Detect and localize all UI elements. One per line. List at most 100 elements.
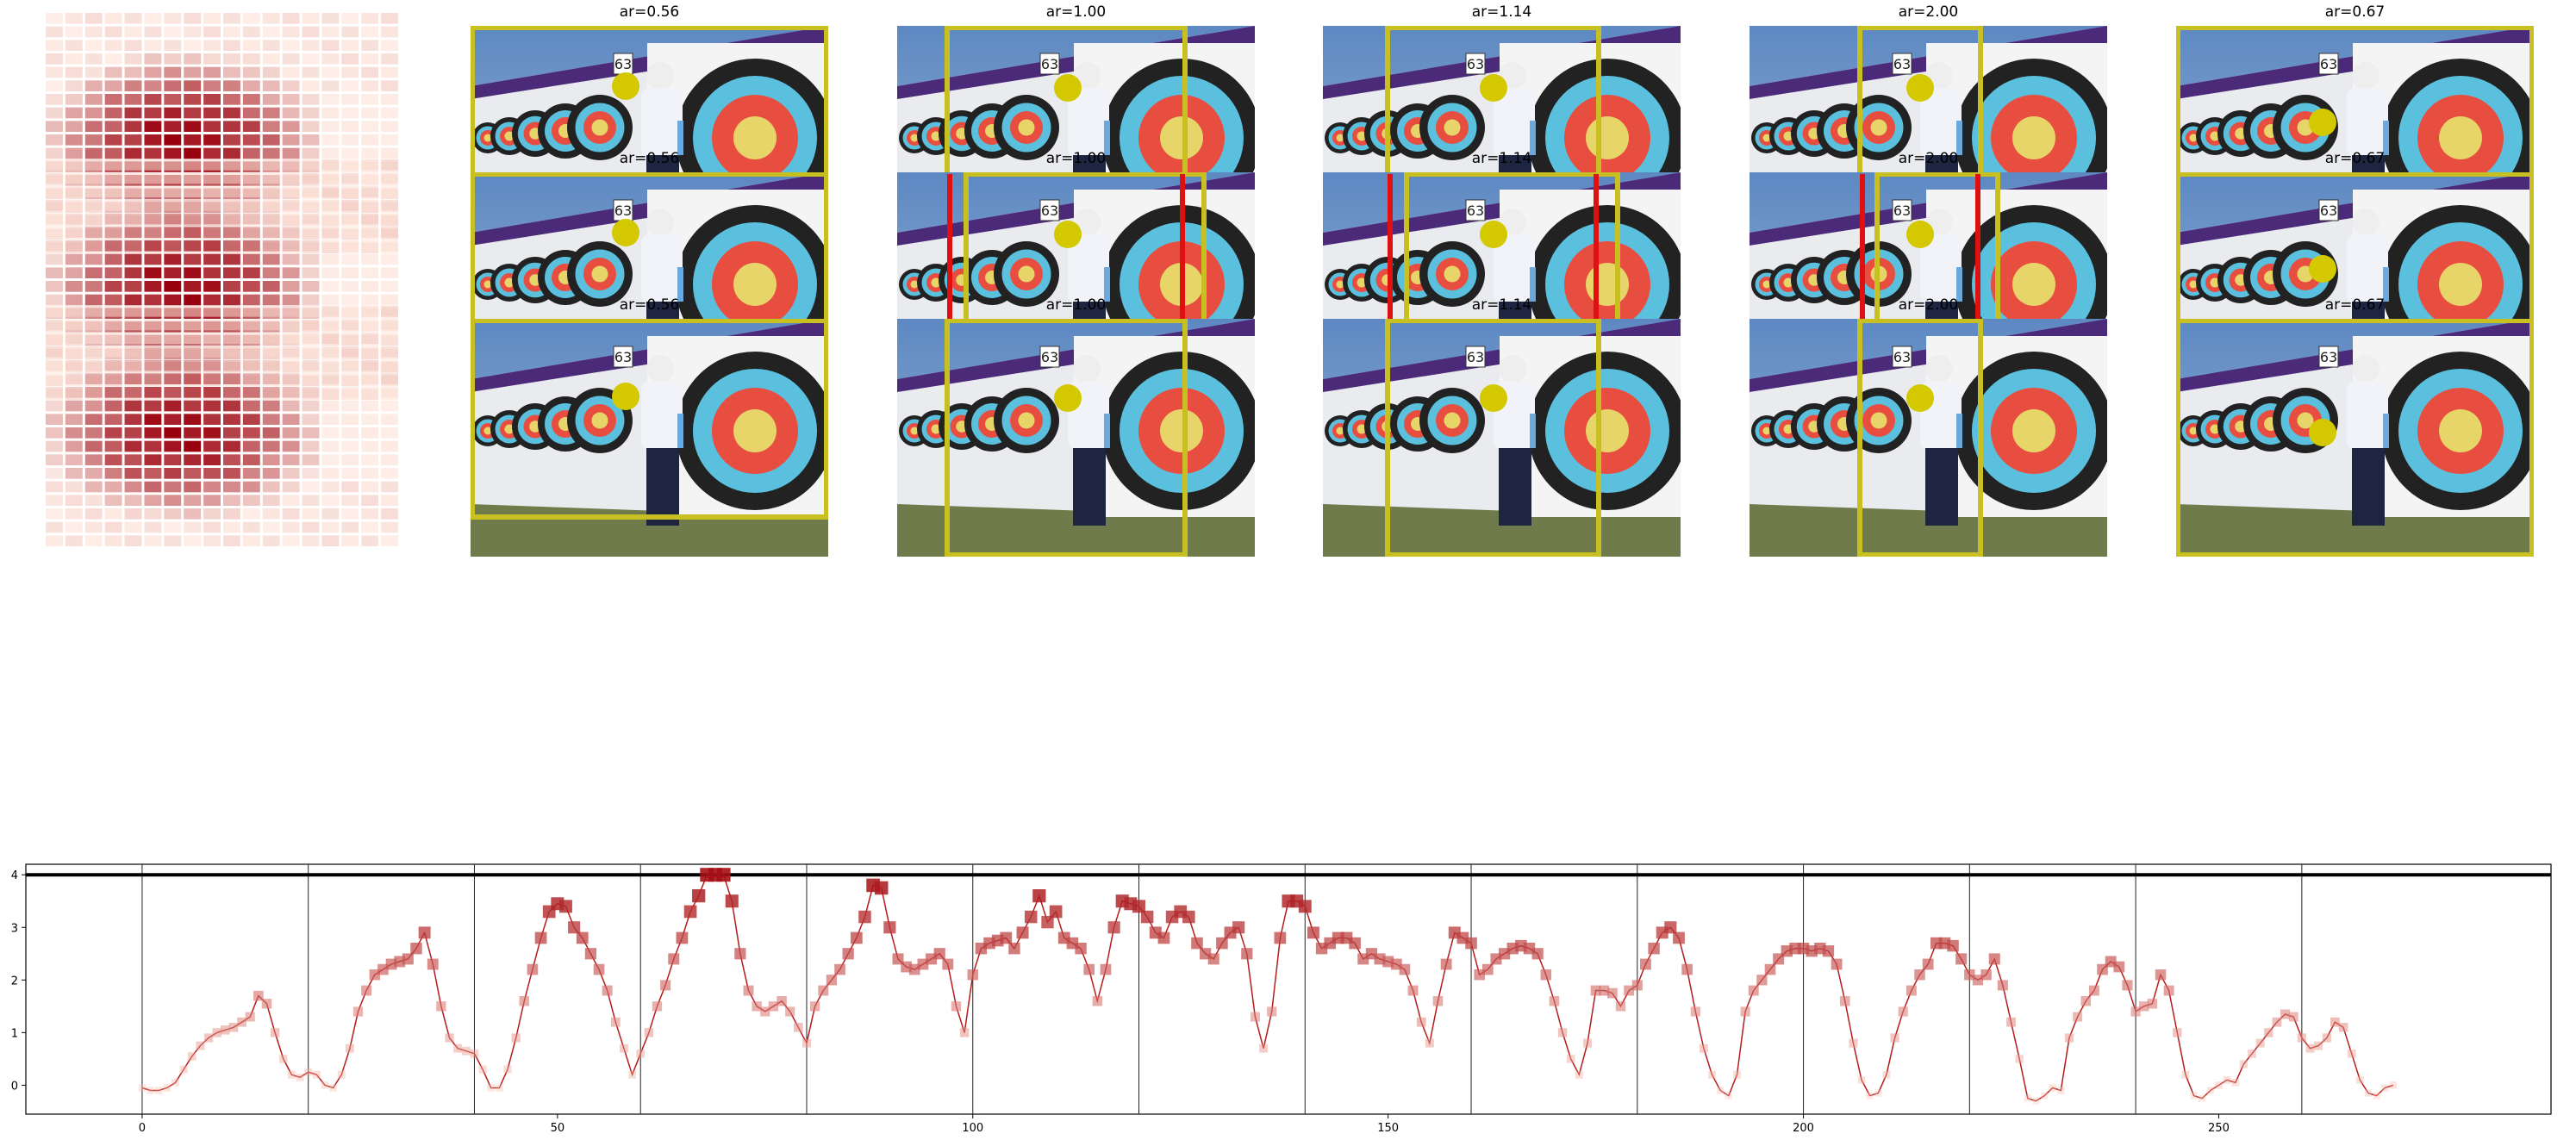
data-point [942, 958, 954, 970]
data-point [2113, 961, 2125, 973]
data-point [1241, 948, 1253, 960]
x-tick-label: 200 [1793, 1122, 1814, 1135]
data-point [1582, 1038, 1592, 1048]
data-point [1083, 963, 1095, 975]
data-point [1298, 900, 1312, 913]
data-point [1557, 1028, 1568, 1037]
data-point [511, 1033, 521, 1043]
data-point [1024, 910, 1038, 924]
data-point [568, 921, 581, 934]
data-point [2105, 956, 2117, 968]
data-point [2040, 1092, 2049, 1100]
data-point [785, 1006, 795, 1017]
data-point [908, 963, 920, 975]
data-point [2355, 1075, 2364, 1084]
data-point [2330, 1017, 2340, 1027]
target-number: 63 [2320, 202, 2337, 219]
data-point [203, 1033, 214, 1043]
data-point [734, 948, 746, 960]
series-line [141, 874, 2394, 1102]
data-point [959, 1028, 970, 1037]
data-point [1267, 1006, 1277, 1017]
data-point [874, 881, 889, 895]
data-point [1416, 1017, 1426, 1027]
target-number: 63 [614, 202, 632, 219]
crop-box [471, 319, 828, 520]
data-point [2024, 1094, 2031, 1102]
target-number: 63 [1467, 56, 1484, 72]
x-tick-label: 100 [962, 1122, 983, 1135]
panel-title: ar=0.67 [2324, 3, 2386, 21]
data-point [1100, 963, 1112, 975]
data-point [743, 985, 754, 996]
data-point [826, 975, 838, 986]
data-point [2073, 1012, 2083, 1022]
data-point [593, 963, 605, 975]
data-point [2338, 1022, 2348, 1032]
data-point [345, 1043, 354, 1053]
data-point [2223, 1075, 2231, 1084]
data-point [418, 926, 431, 939]
data-point [1041, 915, 1054, 929]
data-point [2139, 1001, 2149, 1012]
data-point [410, 942, 422, 955]
data-point [2049, 1084, 2056, 1092]
data-point [2255, 1038, 2265, 1048]
data-point [1615, 1001, 1626, 1012]
data-point [445, 1033, 454, 1043]
data-point [2288, 1012, 2298, 1022]
data-point [676, 931, 689, 944]
data-point [1182, 910, 1195, 924]
data-point [2215, 1081, 2223, 1089]
data-point [1708, 1070, 1717, 1079]
keypoint-dot [2309, 109, 2336, 136]
panel-title: ar=0.67 [2324, 150, 2386, 167]
data-point [312, 1070, 321, 1079]
data-point [1432, 995, 1444, 1006]
data-point [1640, 958, 1651, 970]
data-point [1132, 900, 1145, 913]
panel-title: ar=0.56 [619, 150, 680, 167]
data-point [2163, 985, 2174, 996]
data-point [1874, 1089, 1882, 1097]
data-point [237, 1017, 246, 1027]
target-number: 63 [614, 349, 632, 365]
data-point [2280, 1009, 2291, 1019]
photo-panel: 63 [1750, 319, 2107, 557]
data-point [1481, 963, 1494, 975]
data-point [2057, 1087, 2065, 1094]
data-point [1399, 963, 1411, 975]
data-point [1716, 1087, 1725, 1094]
data-point [1822, 945, 1835, 957]
target-number: 63 [614, 56, 632, 72]
archery-photo: 63 [897, 319, 1255, 557]
keypoint-dot [1054, 74, 1082, 102]
target-number: 63 [1467, 202, 1484, 219]
data-point [1349, 937, 1361, 950]
data-point [834, 963, 845, 975]
keypoint-dot [612, 72, 639, 100]
panel-title: ar=1.00 [1045, 3, 1107, 21]
x-tick-label: 0 [139, 1122, 146, 1135]
data-point [725, 894, 739, 908]
data-point [818, 985, 829, 996]
data-point [1008, 942, 1020, 955]
data-point [2381, 1084, 2389, 1092]
data-point [228, 1022, 239, 1032]
keypoint-dot [1480, 384, 1507, 412]
data-point [842, 948, 854, 960]
photo-panel: 63 [471, 319, 828, 557]
data-point [1599, 985, 1610, 996]
data-point [2248, 1049, 2256, 1058]
data-point [1474, 969, 1485, 981]
x-tick-label: 50 [551, 1122, 565, 1135]
photo-panel: 63 [2176, 319, 2534, 557]
data-point [1207, 953, 1219, 965]
target-number: 63 [1467, 349, 1484, 365]
target-number: 63 [2320, 349, 2337, 365]
data-point [212, 1028, 221, 1037]
data-point [1898, 1006, 1908, 1017]
data-point [2097, 963, 2108, 975]
data-point [1673, 931, 1685, 944]
target-number: 63 [1041, 349, 1058, 365]
